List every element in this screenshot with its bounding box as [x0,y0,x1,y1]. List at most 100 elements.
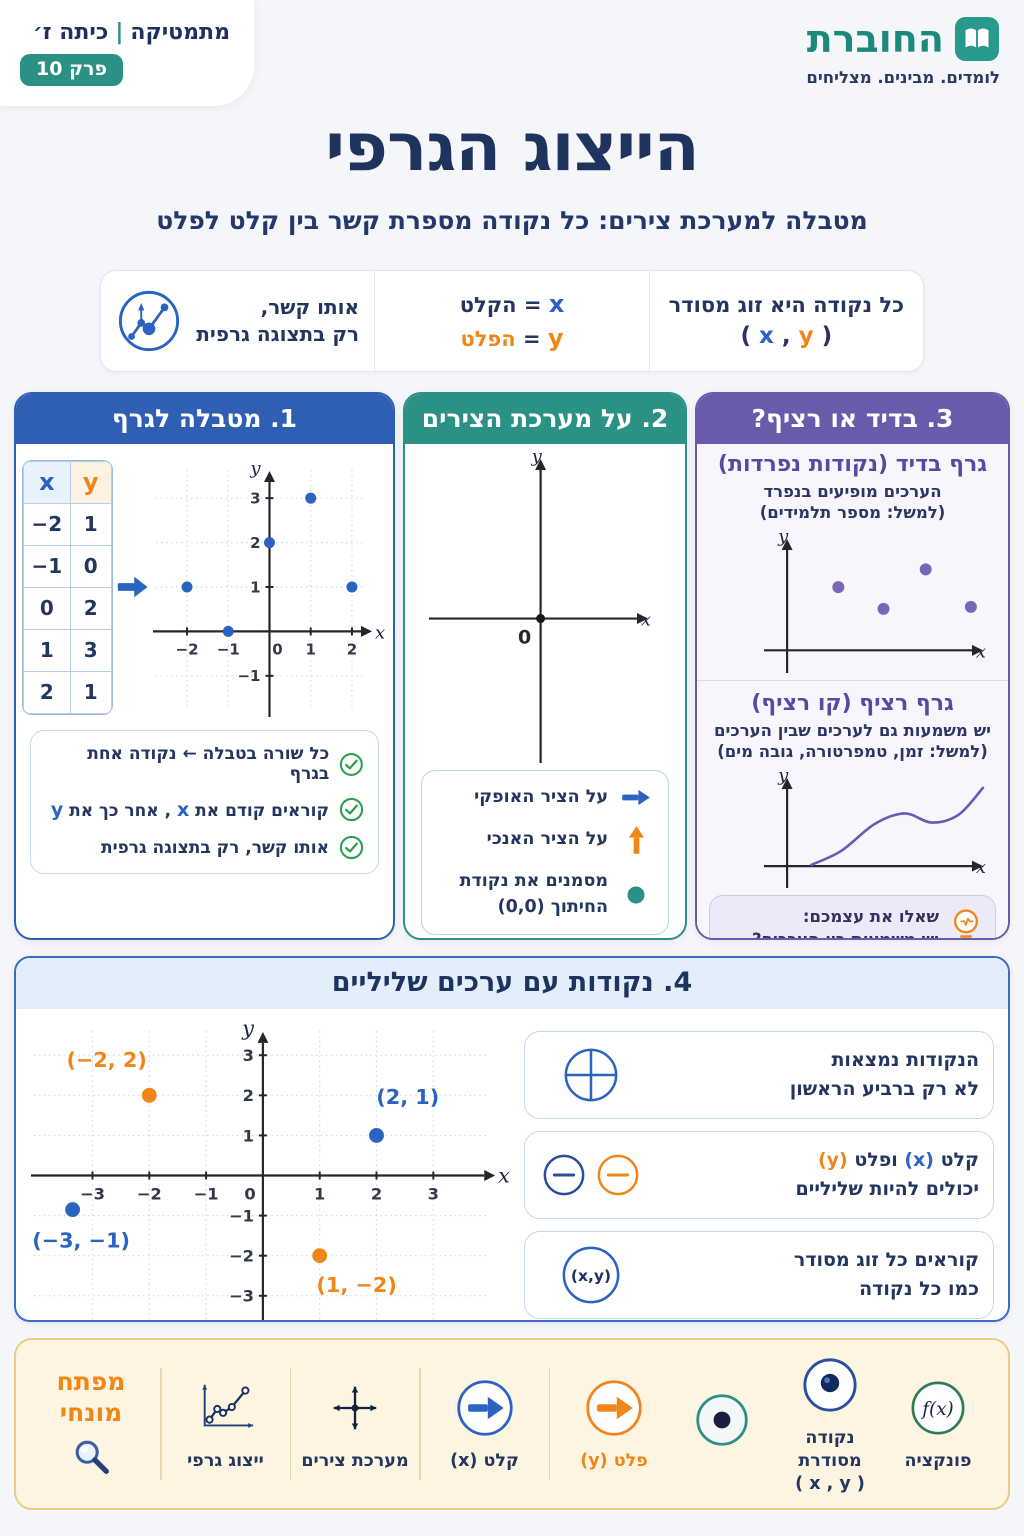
magnifier-icon [75,1440,109,1475]
legend-item: מסמנים את נקודת החיתוך (0,0) [438,869,652,920]
ordered-pair-text: כל נקודה היא זוג מסודר [668,293,905,317]
glossary-item-ordered-pair: נקודה מסודרת ( x , y ) [776,1352,884,1495]
glossary-label: מערכת צירים [301,1451,409,1472]
svg-text:y: y [249,458,261,479]
check-icon [340,752,364,776]
tip-line1: שאלו את עצמכם: [802,906,939,926]
legend-item: על הציר האופקי [438,785,652,810]
cell: 1 [69,502,112,546]
intro-definitions: x = הקלט y = הפלט [375,271,650,371]
output-arrow-icon [586,1380,642,1436]
glossary-item-function: f(x) פונקציה [884,1375,992,1473]
continuous-chart: xy [764,765,986,888]
card3-title: 3. בדיד או רציף? [697,394,1008,444]
cell: −2 [23,502,71,546]
fx-text: f(x) [920,1399,953,1420]
discrete-line1: הערכים מופיעים בנפרד [763,482,942,501]
legend-text-line1: מסמנים את נקודת [459,871,608,892]
card1-title: 1. מטבלה לגרף [16,394,393,444]
function-icon: f(x) [911,1381,965,1435]
cell: −1 [23,544,71,588]
svg-text:(2, 1): (2, 1) [376,1085,439,1109]
divider [419,1368,421,1480]
svg-text:−2: −2 [176,640,199,658]
glossary-label: פלט (y) [580,1451,648,1472]
svg-text:1: 1 [250,578,260,596]
glossary-label: פונקציה [904,1451,972,1472]
line-graph-icon [201,1384,253,1428]
svg-text:2: 2 [371,1185,382,1204]
glossary-label-line1: נקודה מסודרת [798,1428,862,1472]
row2-x: (x) [904,1149,934,1171]
course-name: מתמטיקה [130,20,230,45]
svg-text:−1: −1 [237,667,260,685]
svg-text:0: 0 [517,627,530,649]
chk2-b: , אחר כך את [63,800,177,821]
svg-text:1: 1 [314,1185,325,1204]
pair-close: ) [813,323,833,349]
info-row-quadrants: הנקודות נמצאות לא רק ברביע הראשון [524,1030,994,1119]
page-subtitle: מטבלה למערכת צירים: כל נקודה מספרת קשר ב… [156,206,868,235]
relation-graph-icon [119,290,180,352]
origin-dot-icon [627,886,645,904]
chk2-x: x [176,798,190,821]
svg-text:0: 0 [272,640,282,658]
cell: 1 [23,628,71,672]
checklist-text: כל שורה בטבלה ← נקודה אחת בגרף [87,744,330,784]
x-definition: x = הקלט [460,290,565,318]
tip-box: שאלו את עצמכם: יש משמעות בין הערכים? [709,894,996,938]
x-eq: = [516,293,549,317]
chk2-a: קוראים קודם את [189,800,329,821]
pair-sep: , [773,323,799,349]
continuous-line1: יש משמעות גם לערכים שבין הערכים [714,720,991,740]
continuous-title: גרף רציף (קו רציף) [751,690,954,716]
x-label: הקלט [459,293,517,317]
svg-text:(−2, 2): (−2, 2) [66,1048,146,1072]
discrete-section: גרף בדיד (נקודות נפרדות) הערכים מופיעים … [697,444,1008,674]
brand-tagline: לומדים. מבינים. מצליחים [806,68,1000,87]
svg-text:y: y [241,1016,254,1040]
negative-points-chart: −3 −2 −1 0 1 2 3 −3 −2 −1 1 2 3 (−2, 2) (2, 1) (−3, −1)… [30,1016,510,1320]
book-logo-icon [954,16,1000,62]
chk2-y: y [50,798,64,821]
svg-text:2: 2 [250,534,260,552]
row3-line1: קוראים כל זוג מסודר [793,1249,979,1271]
section-negative-values: 4. נקודות עם ערכים שליליים −3 −2 −1 0 1 2 3 −3−… [14,956,1010,1322]
divider [160,1368,162,1480]
brand-name: החוברת [806,17,944,61]
legend-text: מסמנים את נקודת החיתוך (0,0) [460,869,608,920]
axes-legend: על הציר האופקי על הציר האנכי [421,770,669,936]
pair-x: x [759,323,774,349]
cell: 2 [69,586,112,630]
point-teal-icon [696,1393,748,1446]
note-line1: אותו קשר, [260,295,360,319]
svg-text:−1: −1 [194,1185,219,1204]
svg-text:x: x [640,610,650,631]
row1-line2: לא רק ברביע הראשון [789,1077,979,1100]
y-definition: y = הפלט [460,324,563,352]
svg-text:2: 2 [243,1086,254,1105]
legend-text: על הציר האנכי [486,829,608,850]
x-var: x [548,290,565,318]
section4-title: 4. נקודות עם ערכים שליליים [16,958,1008,1009]
axes-demo-chart: 0 x y [428,446,651,763]
table-row: −2 1 [23,502,112,546]
y-var: y [547,324,564,352]
glossary-label: נקודה מסודרת ( x , y ) [776,1427,884,1495]
table-row: −1 0 [23,544,112,588]
svg-text:y: y [530,446,542,467]
intro-note: אותו קשר, רק בתצוגה גרפית [101,271,376,371]
row2-line1: קלט (x) ופלט (y) [657,1146,979,1175]
svg-text:x: x [976,857,986,878]
grade-label: כיתה ז׳ [33,20,109,45]
glossary-title-line2: מונחי [59,1398,123,1427]
minus-orange-icon [597,1154,639,1195]
cell: 2 [23,670,71,714]
checklist-item: אותו קשר, רק בתצוגה גרפית [45,835,364,860]
cell: 0 [69,544,112,588]
brand-block: החוברת לומדים. מבינים. מצליחים [806,16,1000,87]
input-arrow-icon [456,1380,513,1436]
